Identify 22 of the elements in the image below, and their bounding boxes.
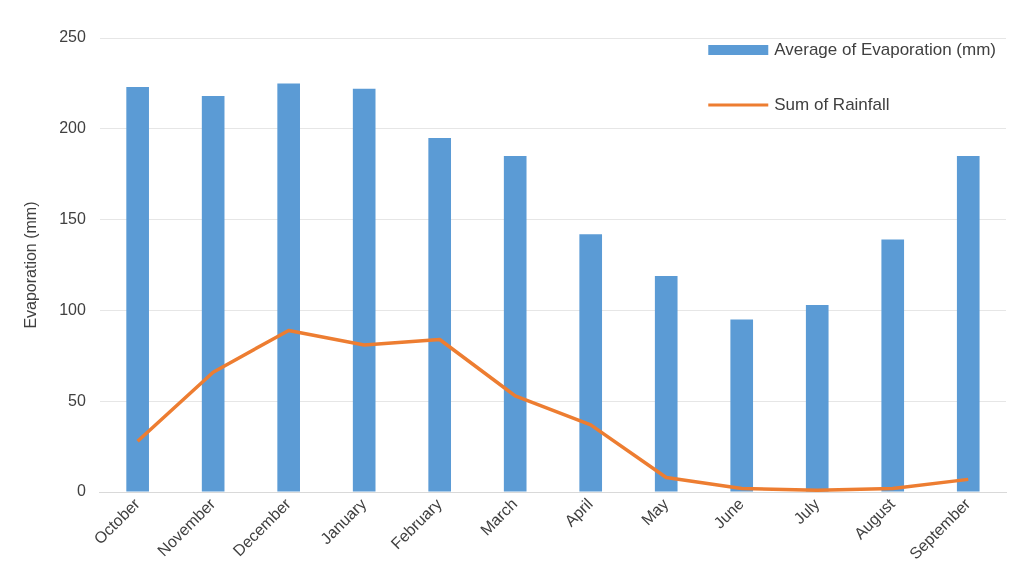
y-tick-label: 0: [76, 482, 86, 500]
y-tick-label: 100: [59, 300, 86, 318]
bar: [428, 137, 452, 492]
y-tick-label: 250: [59, 28, 86, 46]
legend-label: Average of Evaporation (mm): [774, 39, 996, 59]
bar: [579, 234, 603, 492]
bar: [352, 88, 376, 492]
y-axis-title: Evaporation (mm): [22, 201, 40, 329]
bar: [654, 275, 678, 492]
x-tick-label: May: [638, 495, 672, 529]
bar: [201, 96, 225, 492]
bar: [126, 87, 149, 492]
x-tick-label: July: [790, 495, 823, 528]
bar: [956, 156, 980, 492]
y-tick-label: 150: [59, 210, 86, 228]
bar: [503, 156, 527, 492]
legend-label: Sum of Rainfall: [774, 94, 890, 114]
bar: [277, 83, 300, 492]
y-tick-label: 50: [68, 391, 86, 409]
y-tick-label: 200: [59, 119, 86, 137]
bar: [730, 319, 754, 492]
bar: [881, 239, 905, 492]
